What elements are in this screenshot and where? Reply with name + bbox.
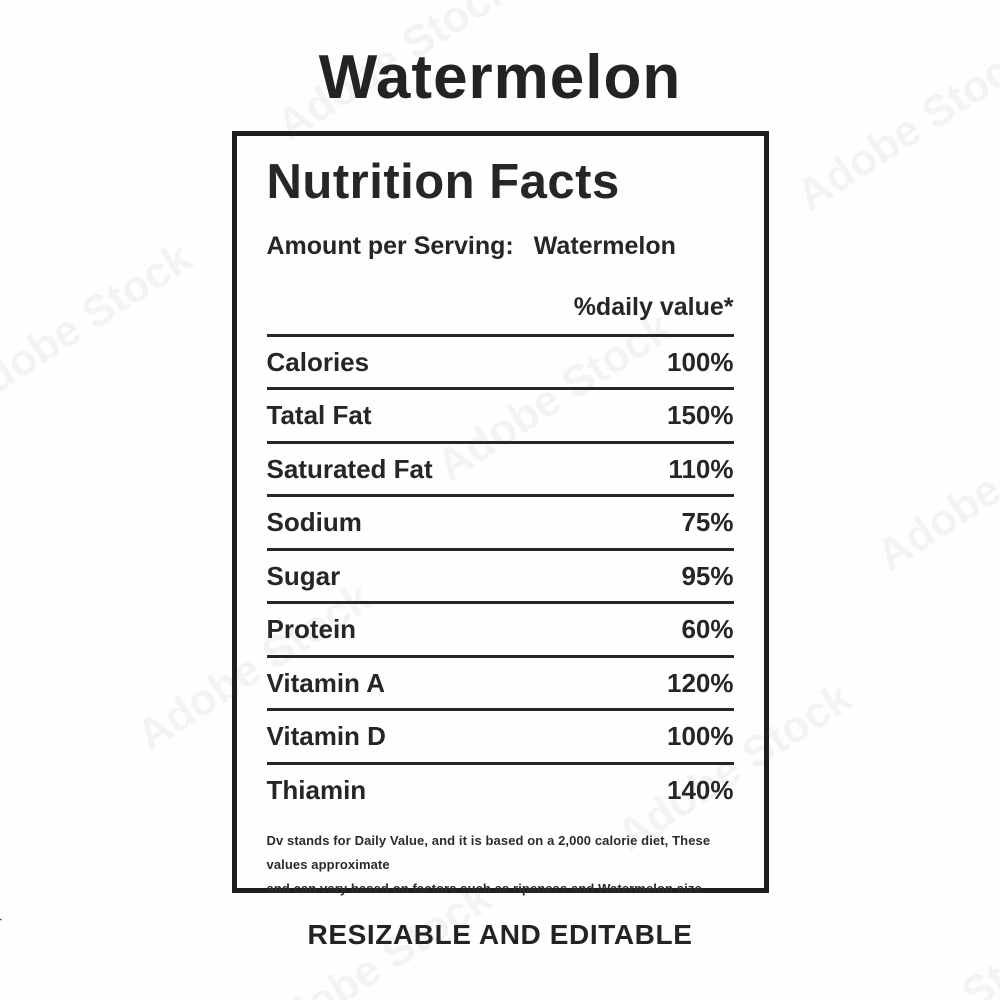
nutrient-label: Vitamin A bbox=[266, 667, 385, 698]
serving-label: Amount per Serving: bbox=[266, 231, 514, 260]
nutrient-row: Vitamin D 100% bbox=[266, 711, 734, 765]
nutrient-label: Protein bbox=[266, 614, 357, 645]
stock-attribution-watermark: Adobe Stock|#1398427773 bbox=[0, 803, 3, 1000]
nutrient-row: Vitamin A 120% bbox=[266, 658, 734, 712]
stock-brand-text: Adobe Stock bbox=[0, 928, 2, 1000]
nutrient-label: Tatal Fat bbox=[266, 400, 372, 431]
nutrient-rows: Calories 100% Tatal Fat 150% Saturated F… bbox=[266, 337, 734, 816]
nutrition-facts-label: Nutrition Facts Amount per Serving: Wate… bbox=[231, 131, 769, 896]
nutrient-row: Sodium 75% bbox=[266, 497, 734, 551]
serving-row: Amount per Serving: Watermelon bbox=[267, 232, 734, 261]
nutrient-value: 150% bbox=[667, 400, 734, 431]
nutrition-facts-heading: Nutrition Facts bbox=[266, 155, 620, 209]
nutrient-row: Calories 100% bbox=[266, 337, 734, 391]
footnote: Dv stands for Daily Value, and it is bas… bbox=[267, 829, 734, 901]
nutrient-label: Thiamin bbox=[266, 774, 367, 805]
nutrient-row: Saturated Fat 110% bbox=[266, 444, 734, 498]
nutrient-row: Thiamin 140% bbox=[267, 765, 734, 816]
nutrient-row: Sugar 95% bbox=[266, 551, 734, 605]
nutrient-label: Saturated Fat bbox=[266, 453, 433, 484]
page-title: Watermelon bbox=[318, 43, 682, 112]
page-content: Watermelon Nutrition Facts Amount per Se… bbox=[0, 42, 1000, 951]
nutrient-label: Calories bbox=[266, 346, 370, 377]
nutrient-label: Sodium bbox=[266, 507, 362, 538]
nutrient-label: Vitamin D bbox=[266, 721, 386, 752]
watermark-separator: | bbox=[0, 910, 2, 929]
footnote-line1: Dv stands for Daily Value, and it is bas… bbox=[266, 833, 711, 873]
nutrient-row: Protein 60% bbox=[266, 604, 734, 658]
nutrient-value: 110% bbox=[668, 453, 734, 484]
nutrient-value: 100% bbox=[667, 346, 734, 377]
daily-value-header: %daily value* bbox=[266, 279, 734, 337]
stock-asset-id: #1398427773 bbox=[0, 802, 2, 911]
footnote-line2: and can vary based on factors such as ri… bbox=[266, 881, 706, 897]
nutrient-value: 120% bbox=[667, 667, 734, 698]
nutrient-value: 100% bbox=[667, 721, 734, 752]
nutrient-label: Sugar bbox=[266, 560, 341, 591]
page-footer: RESIZABLE AND EDITABLE bbox=[307, 919, 693, 950]
serving-value: Watermelon bbox=[533, 231, 676, 260]
nutrient-value: 95% bbox=[681, 560, 734, 591]
nutrient-value: 60% bbox=[681, 614, 734, 645]
nutrient-value: 140% bbox=[667, 774, 734, 805]
nutrient-value: 75% bbox=[681, 507, 734, 538]
nutrient-row: Tatal Fat 150% bbox=[266, 390, 734, 444]
